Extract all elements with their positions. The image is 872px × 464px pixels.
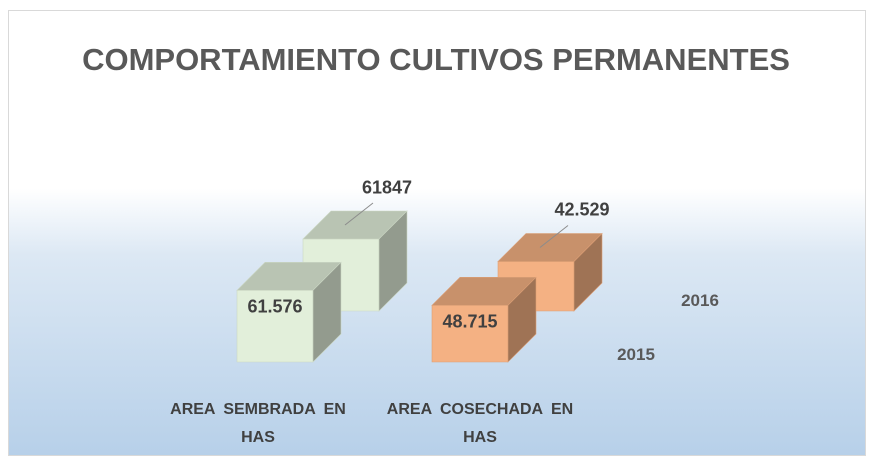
bar-side bbox=[312, 261, 342, 363]
x-tick-label: AREA COSECHADA EN HAS bbox=[386, 401, 574, 446]
data-label: 48.715 bbox=[442, 311, 498, 332]
bar-side bbox=[378, 210, 408, 312]
data-label: 61847 bbox=[361, 177, 413, 198]
bar-side bbox=[573, 232, 603, 312]
leader-line bbox=[539, 225, 569, 248]
chart-title: COMPORTAMIENTO CULTIVOS PERMANENTES bbox=[82, 42, 790, 77]
chart-area bbox=[8, 10, 866, 456]
depth-label: 2015 bbox=[617, 345, 655, 364]
bar-side bbox=[507, 276, 537, 363]
bar bbox=[431, 276, 537, 363]
bar bbox=[236, 261, 342, 363]
data-label: 61.576 bbox=[247, 296, 303, 317]
leader-line bbox=[344, 202, 374, 226]
x-tick-label: AREA SEMBRADA EN HAS bbox=[170, 401, 346, 446]
depth-label: 2016 bbox=[681, 291, 719, 310]
data-label: 42.529 bbox=[554, 199, 610, 220]
